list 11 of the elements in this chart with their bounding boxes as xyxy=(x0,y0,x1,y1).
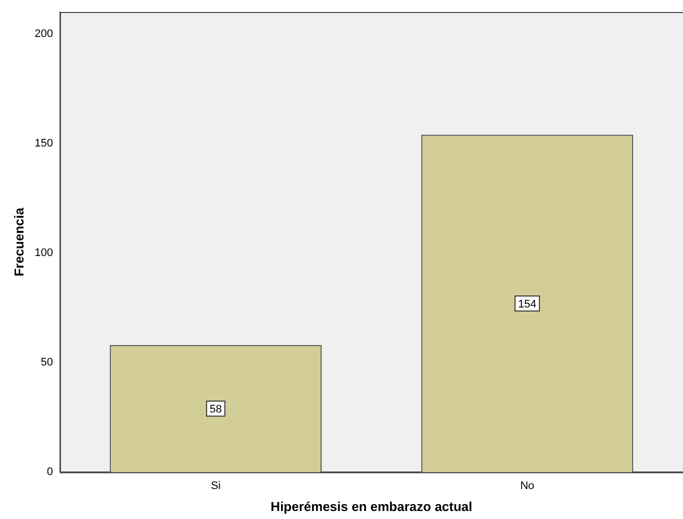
x-tick-label: Si xyxy=(210,480,221,492)
y-tick-label: 150 xyxy=(34,138,53,150)
y-axis-title: Frecuencia xyxy=(11,207,26,276)
data-label: 154 xyxy=(518,298,536,310)
y-tick-label: 100 xyxy=(34,247,53,260)
x-axis-title: Hiperémesis en embarazo actual xyxy=(270,498,472,514)
y-tick-label: 50 xyxy=(40,356,53,369)
y-tick-label: 200 xyxy=(34,28,53,40)
data-label: 58 xyxy=(210,404,222,416)
y-tick-label: 0 xyxy=(46,466,53,478)
x-tick-label: No xyxy=(520,480,534,492)
